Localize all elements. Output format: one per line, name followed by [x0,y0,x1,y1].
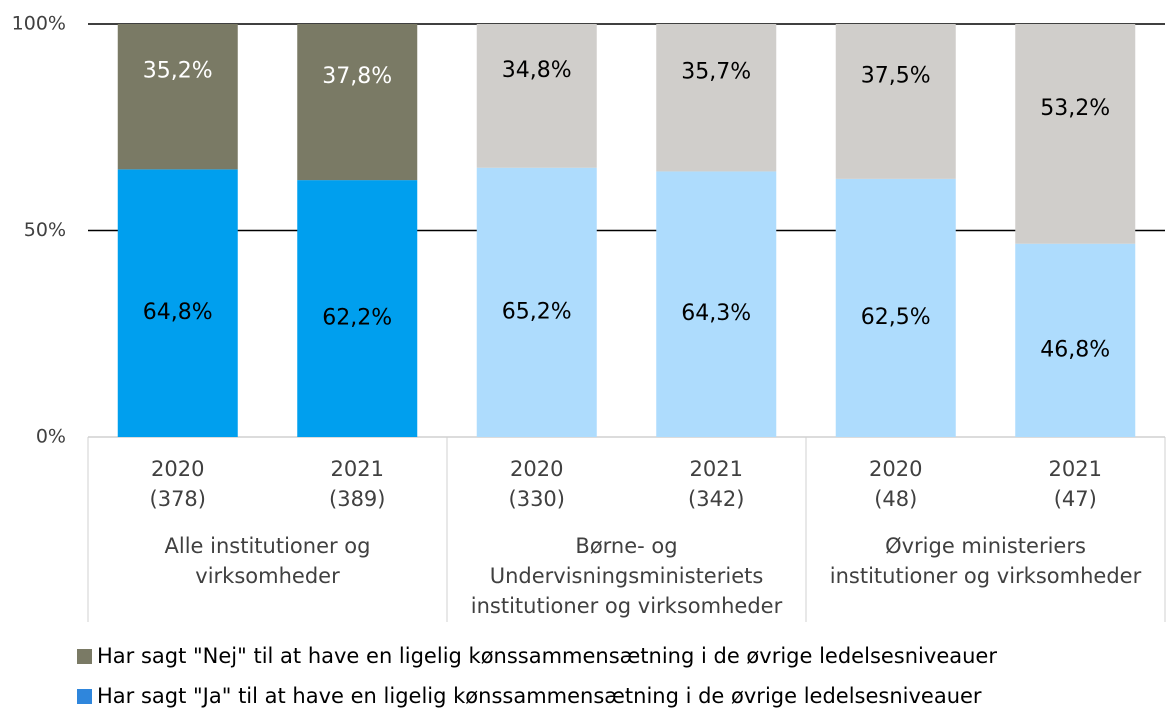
x-tick-label: (342) [688,487,744,511]
bar-segment [835,178,956,437]
group-label: institutioner og virksomheder [830,564,1142,588]
x-tick-label: (330) [509,487,565,511]
bar-segment [476,24,597,168]
x-tick-label: 2020 [151,457,204,481]
bar-segment [117,169,238,437]
group-label: Undervisningsministeriets [490,564,764,588]
data-label: 64,3% [681,301,751,326]
legend-swatch [77,649,92,664]
bar-segment [835,24,956,179]
data-label: 37,8% [322,64,392,89]
group-label: institutioner og virksomheder [471,594,783,618]
group-label: Børne- og [575,534,677,558]
bar-segment [297,24,418,181]
x-tick-label: (378) [150,487,206,511]
group-label: Øvrige ministeriers [885,534,1086,558]
data-label: 62,5% [861,305,931,330]
x-tick-label: (48) [874,487,917,511]
data-label: 65,2% [502,299,572,324]
bar-segment [1015,24,1136,244]
group-label: virksomheder [195,564,340,588]
x-tick-label: 2021 [331,457,384,481]
data-label: 35,2% [143,59,213,84]
x-tick-label: 2021 [1049,457,1102,481]
x-tick-label: 2021 [690,457,743,481]
bar-segment [476,167,597,437]
bar-segment [297,180,418,437]
bar-segment [117,24,238,170]
data-label: 46,8% [1040,337,1110,362]
data-label: 64,8% [143,300,213,325]
legend-label: Har sagt "Ja" til at have en ligelig køn… [97,684,982,708]
data-label: 35,7% [681,60,751,85]
data-label: 62,2% [322,306,392,331]
legend-swatch [77,689,92,704]
x-tick-label: 2020 [869,457,922,481]
data-label: 53,2% [1040,96,1110,121]
bar-segment [1015,243,1136,437]
bar-segment [656,171,777,438]
y-tick-label: 0% [36,426,66,448]
x-tick-label: (389) [329,487,385,511]
bar-segment [656,24,777,172]
legend-label: Har sagt "Nej" til at have en ligelig kø… [97,644,997,668]
y-tick-label: 50% [24,219,66,241]
data-label: 37,5% [861,63,931,88]
x-tick-label: 2020 [510,457,563,481]
group-label: Alle institutioner og [165,534,371,558]
x-tick-label: (47) [1054,487,1097,511]
y-tick-label: 100% [12,13,66,35]
data-label: 34,8% [502,58,572,83]
